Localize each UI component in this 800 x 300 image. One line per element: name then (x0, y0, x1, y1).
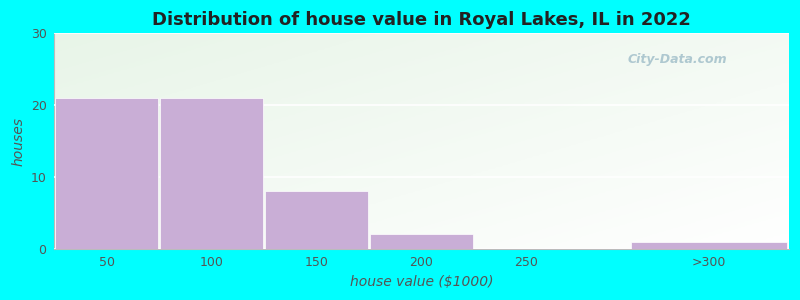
Title: Distribution of house value in Royal Lakes, IL in 2022: Distribution of house value in Royal Lak… (152, 11, 691, 29)
Bar (160, 98, 263, 249)
Bar (631, 242, 786, 249)
Bar (55, 98, 158, 249)
Bar (370, 234, 473, 249)
X-axis label: house value ($1000): house value ($1000) (350, 275, 494, 289)
Y-axis label: houses: houses (11, 117, 25, 166)
Text: City-Data.com: City-Data.com (627, 53, 727, 66)
Bar (265, 191, 368, 249)
